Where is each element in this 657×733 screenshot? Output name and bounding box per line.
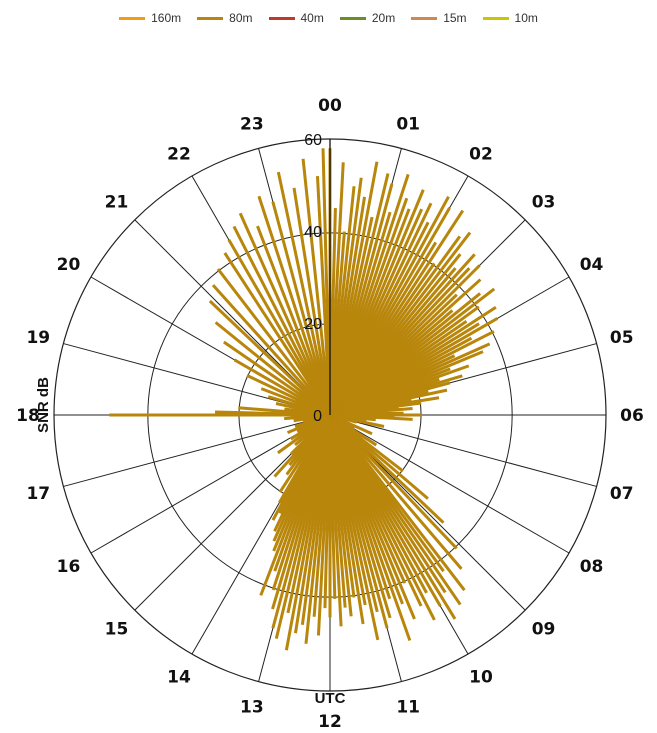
grid-spoke bbox=[329, 414, 597, 487]
legend-item-10m[interactable]: 10m bbox=[482, 11, 538, 25]
legend-swatch bbox=[411, 16, 438, 20]
hour-label-10: 10 bbox=[469, 668, 493, 688]
radial-tick-label: 20 bbox=[304, 316, 322, 333]
grid-spoke bbox=[63, 414, 331, 487]
data-bar bbox=[271, 201, 332, 416]
hour-label-00: 00 bbox=[318, 96, 342, 116]
legend-label: 10m bbox=[514, 11, 538, 25]
grid-spoke bbox=[329, 414, 570, 554]
legend-item-160m[interactable]: 160m bbox=[119, 11, 181, 25]
hour-label-12: 12 bbox=[318, 712, 342, 732]
hour-label-07: 07 bbox=[610, 484, 634, 504]
legend: 160m 80m 40m 20m 15m 10m bbox=[0, 8, 657, 28]
hour-label-18: 18 bbox=[16, 406, 40, 426]
data-bar bbox=[328, 414, 463, 570]
hour-label-13: 13 bbox=[240, 698, 264, 718]
legend-item-15m[interactable]: 15m bbox=[411, 11, 467, 25]
data-bar bbox=[328, 413, 458, 550]
legend-label: 160m bbox=[151, 11, 182, 25]
hour-label-21: 21 bbox=[105, 192, 129, 212]
data-bar bbox=[321, 148, 332, 416]
angular-axis-title: UTC bbox=[315, 690, 346, 707]
data-bar bbox=[232, 225, 332, 416]
hour-label-03: 03 bbox=[532, 192, 556, 212]
data-bar bbox=[276, 171, 332, 416]
hour-label-04: 04 bbox=[580, 255, 604, 275]
hour-label-20: 20 bbox=[57, 255, 81, 275]
legend-swatch bbox=[482, 16, 509, 20]
legend-swatch bbox=[339, 16, 366, 20]
data-bar bbox=[216, 268, 332, 416]
radial-tick-label: 0 bbox=[313, 408, 322, 425]
hour-label-15: 15 bbox=[105, 620, 129, 640]
radial-tick-label: 40 bbox=[304, 224, 322, 241]
data-bar bbox=[257, 195, 332, 416]
data-bar bbox=[214, 321, 331, 417]
hour-label-23: 23 bbox=[240, 114, 264, 134]
radial-axis-title: SNR dB bbox=[35, 377, 52, 433]
hour-label-06: 06 bbox=[620, 406, 644, 426]
legend-swatch bbox=[268, 16, 295, 20]
hour-label-22: 22 bbox=[167, 144, 191, 164]
data-bar bbox=[292, 187, 332, 416]
hour-label-17: 17 bbox=[26, 484, 50, 504]
hour-label-05: 05 bbox=[610, 328, 634, 348]
data-bar bbox=[256, 225, 332, 416]
hour-label-16: 16 bbox=[57, 557, 81, 577]
data-bar bbox=[238, 212, 332, 416]
hour-label-19: 19 bbox=[26, 328, 50, 348]
hour-label-01: 01 bbox=[396, 114, 420, 134]
hour-label-09: 09 bbox=[532, 620, 556, 640]
legend-swatch bbox=[119, 16, 146, 20]
legend-label: 20m bbox=[371, 11, 396, 25]
legend-swatch bbox=[197, 16, 224, 20]
legend-label: 15m bbox=[443, 11, 467, 25]
legend-item-20m[interactable]: 20m bbox=[339, 11, 396, 25]
data-bar bbox=[227, 238, 332, 416]
hour-label-14: 14 bbox=[167, 668, 191, 688]
radial-tick-label: 60 bbox=[304, 132, 322, 149]
data-bar bbox=[301, 158, 332, 416]
data-bar bbox=[208, 299, 332, 417]
hour-label-08: 08 bbox=[580, 557, 604, 577]
hour-label-11: 11 bbox=[396, 698, 420, 718]
data-bar bbox=[223, 340, 331, 417]
legend-label: 40m bbox=[300, 11, 324, 25]
hour-label-02: 02 bbox=[469, 144, 493, 164]
legend-label: 80m bbox=[229, 11, 253, 25]
data-bar bbox=[211, 284, 332, 417]
data-bar bbox=[223, 252, 332, 416]
legend-item-80m[interactable]: 80m bbox=[197, 11, 253, 25]
legend-item-40m[interactable]: 40m bbox=[268, 11, 324, 25]
